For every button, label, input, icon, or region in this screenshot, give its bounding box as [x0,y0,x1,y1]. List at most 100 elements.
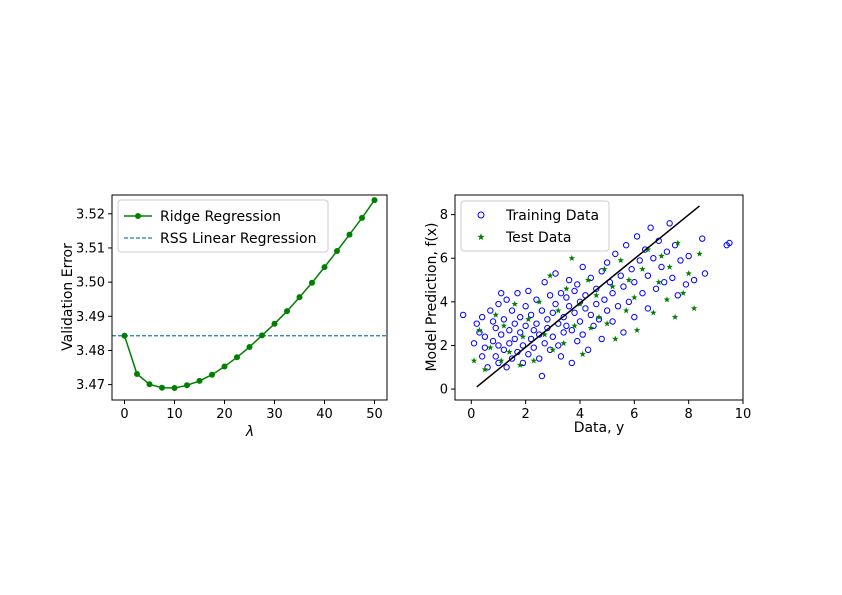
left-legend: Ridge Regression RSS Linear Regression [117,199,329,253]
training-point [568,359,576,367]
left-y-tick-label: 3.48 [76,344,105,359]
ridge-point [184,382,190,389]
ridge-point [146,381,153,388]
training-point [574,337,581,345]
ridge-point [171,385,178,392]
training-point [492,324,499,332]
training-point [674,292,681,299]
training-point [609,289,616,297]
training-point [579,331,586,338]
training-point [525,351,532,358]
ridge-point [246,344,253,351]
training-point [726,239,733,247]
training-point [544,316,551,323]
test-point [666,263,673,270]
training-point [587,311,595,319]
training-point [503,296,510,303]
right-y-tick-label: 4 [440,295,448,310]
training-point [671,241,679,249]
training-point [478,353,486,360]
test-point [571,322,578,329]
training-point [603,259,611,266]
test-point [500,322,508,329]
test-point [663,296,671,303]
test-point [487,344,494,351]
test-point [470,357,478,364]
training-point [631,279,638,286]
ridge-point [359,214,365,221]
ridge-validation-plot: 0 10 20 30 40 50 3.47 3.48 3.49 3.50 3.51 3.52 λ Va… [60,194,388,440]
training-point [541,279,548,286]
ridge-point [321,264,328,271]
training-point [525,287,532,295]
training-point [538,307,546,314]
training-point [506,340,513,347]
training-point [549,333,557,340]
training-point [661,279,668,286]
training-point [571,287,578,295]
training-point [699,235,706,242]
legend-training-label: Training Data [505,208,599,224]
right-x-tick-label: 0 [467,407,475,422]
test-point [506,348,513,355]
test-point [617,257,624,264]
training-point [522,303,529,310]
training-point [541,340,548,347]
legend-training-marker-icon [477,211,485,219]
ridge-point [196,377,203,384]
test-point [519,333,527,340]
ridge-point [134,371,140,378]
test-point [679,289,687,296]
training-point [563,322,570,330]
training-point [677,257,684,264]
test-point [546,272,554,279]
training-point [663,248,671,255]
training-point [511,320,518,327]
training-point [538,372,546,380]
right-x-tick-label: 10 [735,407,752,422]
test-point [658,252,665,259]
left-x-tick-label: 0 [120,407,128,422]
training-point [514,289,521,297]
training-point [658,263,665,271]
training-point [614,303,622,310]
training-point [530,327,537,334]
ridge-point [296,294,303,301]
test-point [690,305,698,312]
test-point [644,246,652,253]
right-plot-area [459,205,733,388]
training-point [517,313,524,321]
test-point [622,307,630,314]
test-point [516,361,524,368]
training-point [682,281,690,288]
training-point [701,270,709,277]
training-point [620,329,627,336]
training-point [481,333,489,340]
training-point [497,331,505,338]
training-point [503,364,510,371]
training-point [470,340,478,347]
right-y-tick-label: 2 [440,339,448,354]
training-point [555,342,562,349]
training-point [571,309,578,316]
left-axes-frame [111,194,388,401]
left-x-tick-label: 20 [216,407,233,422]
training-point [574,281,581,288]
legend-test-star-icon [477,233,485,241]
test-point [612,335,619,342]
training-point [495,359,502,367]
training-point [636,257,643,264]
test-point [525,315,532,323]
training-point [582,305,589,312]
training-point [500,316,508,323]
right-x-axis-label-text: Data, y [574,420,625,436]
test-point [639,265,646,272]
training-point [557,289,565,297]
test-point [587,324,595,331]
training-point [625,298,633,306]
right-y-tick-label: 0 [440,383,448,398]
ridge-point [271,320,278,327]
right-legend-box [460,200,610,252]
left-y-tick-label: 3.52 [76,207,105,222]
training-point [666,220,673,227]
